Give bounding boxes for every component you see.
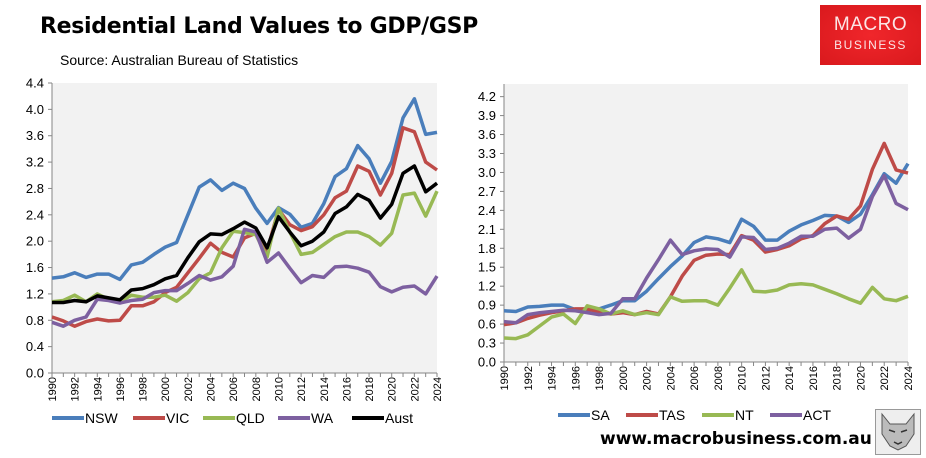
y-tick-label: 3.3 bbox=[478, 146, 496, 161]
x-tick-label: 2024 bbox=[903, 366, 915, 390]
y-tick-label: 4.2 bbox=[478, 89, 496, 104]
x-tick-label: 2016 bbox=[341, 377, 353, 401]
y-tick-label: 3.0 bbox=[478, 165, 496, 180]
legend-label-wa: WA bbox=[311, 410, 334, 426]
y-tick-label: 2.1 bbox=[478, 222, 496, 237]
x-tick-label: 1994 bbox=[92, 377, 104, 401]
legend-label-qld: QLD bbox=[236, 410, 265, 426]
x-tick-label: 2008 bbox=[713, 366, 725, 390]
x-tick-label: 2004 bbox=[206, 377, 218, 401]
chart-2: 0.0 0.3 0.6 0.9 1.2 1.5 1.8 2.1 2.4 2.7 3.0 3.3 3.6 3… bbox=[478, 84, 915, 423]
x-tick-label: 2018 bbox=[364, 377, 376, 401]
x-tick-label: 2000 bbox=[160, 377, 172, 401]
legend-label-aust: Aust bbox=[385, 410, 413, 426]
chart-title: Residential Land Values to GDP/GSP bbox=[40, 14, 479, 39]
x-tick-label: 1990 bbox=[499, 366, 511, 390]
y-tick-label: 1.2 bbox=[478, 279, 496, 294]
x-tick-label: 1994 bbox=[547, 366, 559, 390]
y-tick-label: 2.4 bbox=[26, 207, 44, 222]
x-tick-label: 1992 bbox=[70, 377, 82, 401]
legend-label-nsw: NSW bbox=[85, 410, 118, 426]
legend-label-vic: VIC bbox=[166, 410, 189, 426]
wolf-icon bbox=[875, 409, 921, 455]
logo-line2: BUSINESS bbox=[834, 38, 907, 52]
macrobusiness-logo: MACRO BUSINESS bbox=[820, 5, 921, 65]
x-tick-label: 2002 bbox=[642, 366, 654, 390]
logo-line1: MACRO bbox=[833, 14, 908, 35]
x-tick-label: 2002 bbox=[183, 377, 195, 401]
y-tick-label: 1.6 bbox=[26, 260, 44, 275]
plot-area bbox=[504, 84, 908, 362]
x-tick-label: 1998 bbox=[138, 377, 150, 401]
x-tick-label: 1996 bbox=[570, 366, 582, 390]
x-tick-label: 2012 bbox=[296, 377, 308, 401]
x-tick-label: 2000 bbox=[618, 366, 630, 390]
website-url: www.macrobusiness.com.au bbox=[600, 429, 872, 449]
x-tick-label: 2022 bbox=[879, 366, 891, 390]
y-tick-label: 1.5 bbox=[478, 260, 496, 275]
x-tick-label: 2010 bbox=[737, 366, 749, 390]
series-line-vic bbox=[51, 126, 439, 328]
y-tick-label: 0.4 bbox=[26, 339, 44, 354]
x-tick-label: 1998 bbox=[594, 366, 606, 390]
x-tick-label: 2010 bbox=[273, 377, 285, 401]
y-tick-label: 3.6 bbox=[26, 128, 44, 143]
legend-label-sa: SA bbox=[591, 407, 610, 423]
x-tick-label: 2022 bbox=[409, 377, 421, 401]
x-tick-label: 2006 bbox=[228, 377, 240, 401]
y-tick-label: 4.0 bbox=[26, 102, 44, 117]
y-tick-label: 2.8 bbox=[26, 181, 44, 196]
x-tick-label: 1992 bbox=[523, 366, 535, 390]
series-line-nsw bbox=[51, 97, 438, 282]
y-tick-label: 0.9 bbox=[478, 298, 496, 313]
y-tick-label: 0.3 bbox=[478, 336, 496, 351]
y-tick-label: 0.8 bbox=[26, 313, 44, 328]
series-line-act bbox=[503, 173, 909, 325]
x-tick-label: 1990 bbox=[47, 377, 59, 401]
y-tick-label: 2.0 bbox=[26, 234, 44, 249]
y-tick-label: 0.0 bbox=[26, 366, 44, 381]
x-tick-label: 2014 bbox=[784, 366, 796, 390]
y-tick-label: 0.0 bbox=[478, 355, 496, 370]
x-tick-label: 2006 bbox=[689, 366, 701, 390]
series-line-wa bbox=[51, 227, 439, 328]
x-tick-label: 2016 bbox=[808, 366, 820, 390]
source-note: Source: Australian Bureau of Statistics bbox=[60, 52, 299, 68]
x-tick-label: 2020 bbox=[855, 366, 867, 390]
x-tick-label: 2020 bbox=[387, 377, 399, 401]
x-tick-label: 2008 bbox=[251, 377, 263, 401]
y-tick-label: 2.7 bbox=[478, 184, 496, 199]
y-tick-label: 1.8 bbox=[478, 241, 496, 256]
y-tick-label: 1.2 bbox=[26, 286, 44, 301]
legend-label-nt: NT bbox=[735, 407, 754, 423]
y-tick-label: 3.6 bbox=[478, 127, 496, 142]
series-line-aust bbox=[52, 164, 439, 305]
legend-label-tas: TAS bbox=[659, 407, 685, 423]
y-tick-label: 2.4 bbox=[478, 203, 496, 218]
y-tick-label: 3.9 bbox=[478, 108, 496, 123]
x-tick-label: 2024 bbox=[432, 377, 444, 401]
chart-1: 0.0 0.4 0.8 1.2 1.6 2.0 2.4 2.8 3.2 3.6 4.0 4.4 1990… bbox=[26, 76, 444, 427]
y-tick-label: 0.6 bbox=[478, 317, 496, 332]
x-tick-label: 2012 bbox=[760, 366, 772, 390]
series-line-nt bbox=[503, 268, 909, 341]
x-tick-label: 2004 bbox=[665, 366, 677, 390]
x-tick-label: 2018 bbox=[832, 366, 844, 390]
x-tick-label: 2014 bbox=[319, 377, 331, 401]
y-tick-label: 4.4 bbox=[26, 76, 44, 91]
y-tick-label: 3.2 bbox=[26, 155, 44, 170]
x-tick-label: 1996 bbox=[115, 377, 127, 401]
legend-label-act: ACT bbox=[803, 407, 831, 423]
